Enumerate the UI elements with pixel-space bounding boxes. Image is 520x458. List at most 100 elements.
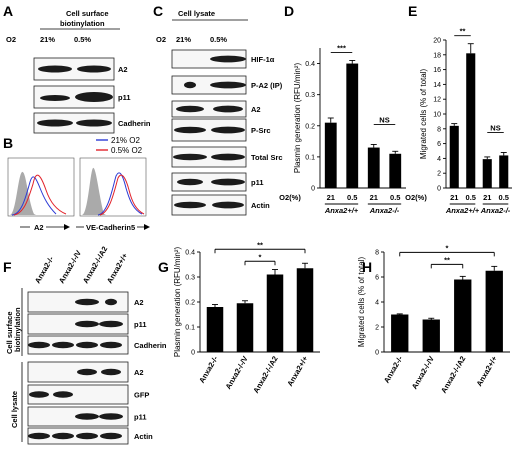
x-tick-label: 0.5: [347, 193, 357, 202]
band: [75, 92, 113, 102]
x-tick-label: 21: [370, 193, 378, 202]
y-tick-label: 0.1: [305, 154, 315, 161]
y-tick-label: 0.4: [305, 61, 315, 68]
y-tick-label: 14: [433, 82, 441, 89]
panel-a: A Cell surface biotinylation O2 21% 0.5%…: [3, 3, 151, 134]
bar: [485, 270, 503, 352]
blot-c-row-label: P-Src: [251, 126, 271, 135]
band: [174, 201, 206, 209]
bar: [236, 303, 254, 352]
bar: [296, 268, 314, 352]
blot-c-row-label: Actin: [251, 201, 270, 210]
blot-c-row-label: A2: [251, 105, 261, 114]
panel-label-h: H: [362, 259, 372, 275]
bar: [389, 153, 402, 188]
blot-a-p11: [33, 85, 115, 109]
band: [213, 105, 243, 113]
band: [37, 119, 73, 127]
group-label: Anxa2-/-: [369, 206, 400, 215]
band: [99, 413, 123, 420]
x-tick-label: 21: [483, 193, 491, 202]
flow-plot-a2: [7, 157, 75, 217]
y-tick-label: 0: [437, 186, 441, 193]
y-tick-label: 0: [375, 350, 379, 357]
blot-a-row-label: Cadherin: [118, 119, 151, 128]
y-tick-label: 0.2: [185, 300, 195, 307]
band: [101, 368, 121, 376]
y-tick-label: 10: [433, 112, 441, 119]
histogram-05: [13, 174, 67, 216]
flow-plot-cadherin: [79, 157, 147, 217]
panel-b: B 21% O2 0.5% O2 A2 VE-Cadherin 5: [3, 135, 150, 232]
significance-label: **: [460, 27, 466, 36]
panel-label-f: F: [3, 259, 12, 275]
panel-a-condition-1: 21%: [40, 35, 55, 44]
x-prefix-label: O2(%): [405, 193, 427, 202]
band: [176, 105, 204, 113]
blot-f-row-label: p11: [134, 320, 147, 329]
y-tick-label: 8: [437, 126, 441, 133]
bar: [324, 122, 337, 188]
group-label: Anxa2-/-: [480, 206, 511, 215]
x-tick-label: 0.5: [466, 193, 476, 202]
x-tick-label: Anxa2-/-: [197, 354, 220, 385]
bar: [266, 274, 284, 352]
band: [210, 81, 246, 89]
band: [177, 178, 203, 186]
blot-c-row: [171, 118, 247, 142]
blot-c-row: [171, 146, 247, 168]
significance-label: *: [259, 252, 262, 261]
band: [76, 341, 98, 349]
blot-c-row-label: Total Src: [251, 153, 283, 162]
bar: [367, 147, 380, 188]
significance-label: NS: [379, 115, 389, 124]
panel-a-o2-label: O2: [6, 35, 16, 44]
histogram-21: [97, 172, 143, 216]
y-tick-label: 0: [311, 186, 315, 193]
blot-a-cadherin: [33, 112, 115, 134]
band: [211, 126, 245, 134]
band: [40, 95, 70, 101]
flow-xlabel-cadherin: VE-Cadherin: [86, 223, 131, 232]
panel-c-o2-label: O2: [156, 35, 166, 44]
band: [99, 320, 123, 328]
band: [77, 368, 97, 376]
y-tick-label: 2: [437, 171, 441, 178]
panel-label-g: G: [158, 259, 169, 275]
x-tick-label: Anxa2-/-: [382, 354, 405, 385]
significance-label: ***: [337, 43, 346, 52]
x-tick-label: Anxa2-/-/V: [410, 355, 436, 391]
panel-label-a: A: [3, 3, 13, 19]
panel-label-d: D: [284, 3, 294, 19]
lane-label: Anxa2-/-/V: [57, 249, 83, 285]
panel-f: F Anxa2-/- Anxa2-/-/VAnxa2-/-/A2Anxa2+/+ …: [3, 245, 167, 445]
lane-label: Anxa2-/-: [33, 254, 56, 285]
significance-label: *: [446, 243, 449, 252]
y-tick-label: 6: [375, 275, 379, 282]
x-tick-label: Anxa2-/-/A2: [251, 355, 279, 395]
blot-f-row-label: Cadherin: [134, 341, 167, 350]
bar: [346, 63, 359, 188]
y-axis-label: Migrated cells (% of total): [419, 69, 428, 160]
band: [184, 81, 196, 89]
band: [28, 432, 50, 440]
blot-c-row-label: P-A2 (IP): [251, 81, 283, 90]
x-tick-label: 21: [450, 193, 458, 202]
band: [52, 341, 74, 349]
y-tick-label: 18: [433, 52, 441, 59]
x-tick-label: 0.5: [390, 193, 400, 202]
y-tick-label: 6: [437, 141, 441, 148]
y-tick-label: 2: [375, 325, 379, 332]
x-tick-label: 21: [327, 193, 335, 202]
y-tick-label: 0.3: [185, 275, 195, 282]
flow-xlabel-suffix: 5: [131, 223, 135, 232]
chart-h: H 0 2 4 6 8 Migrated cells (% of total) Anxa2-/…: [357, 243, 510, 395]
isotype-histogram: [10, 171, 36, 215]
bar: [391, 314, 409, 352]
y-tick-label: 0.2: [305, 123, 315, 130]
y-tick-label: 20: [433, 38, 441, 45]
group-label-surface-line2: biotinylation: [13, 307, 22, 352]
